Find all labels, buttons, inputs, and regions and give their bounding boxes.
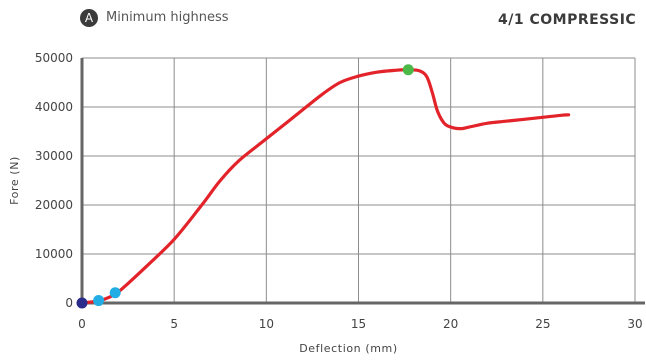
chart-subtitle: Minimum highness xyxy=(106,10,229,25)
marker-point-3 xyxy=(402,64,414,76)
x-tick-label-4: 20 xyxy=(443,317,458,331)
markers-group xyxy=(76,64,414,309)
y-tick-label-2: 20000 xyxy=(35,198,73,212)
y-tick-label-1: 10000 xyxy=(35,247,73,261)
x-axis-label: Deflection (mm) xyxy=(299,342,398,355)
x-tick-label-6: 30 xyxy=(627,317,642,331)
y-tick-label-5: 50000 xyxy=(35,51,73,65)
chart-title: 4/1 COMPRESSIC xyxy=(498,12,637,28)
axes xyxy=(80,58,645,305)
x-tick-label-1: 5 xyxy=(170,317,178,331)
y-axis-label: Fore (N) xyxy=(8,156,21,205)
force-curve-0 xyxy=(80,68,571,305)
x-tick-label-0: 0 xyxy=(78,317,86,331)
marker-point-1 xyxy=(93,295,105,307)
marker-point-0 xyxy=(76,297,88,309)
marker-point-2 xyxy=(109,287,121,299)
x-tick-label-3: 15 xyxy=(351,317,366,331)
x-tick-labels: 0 5 10 15 20 25 30 xyxy=(78,317,642,331)
series-group xyxy=(80,68,571,305)
x-tick-label-2: 10 xyxy=(259,317,274,331)
y-tick-label-4: 40000 xyxy=(35,100,73,114)
y-tick-labels: 0 10000 20000 30000 40000 50000 xyxy=(35,51,73,310)
section-badge: A xyxy=(80,9,98,27)
y-tick-label-3: 30000 xyxy=(35,149,73,163)
grid-lines xyxy=(81,57,636,304)
y-tick-label-0: 0 xyxy=(65,296,73,310)
x-tick-label-5: 25 xyxy=(535,317,550,331)
